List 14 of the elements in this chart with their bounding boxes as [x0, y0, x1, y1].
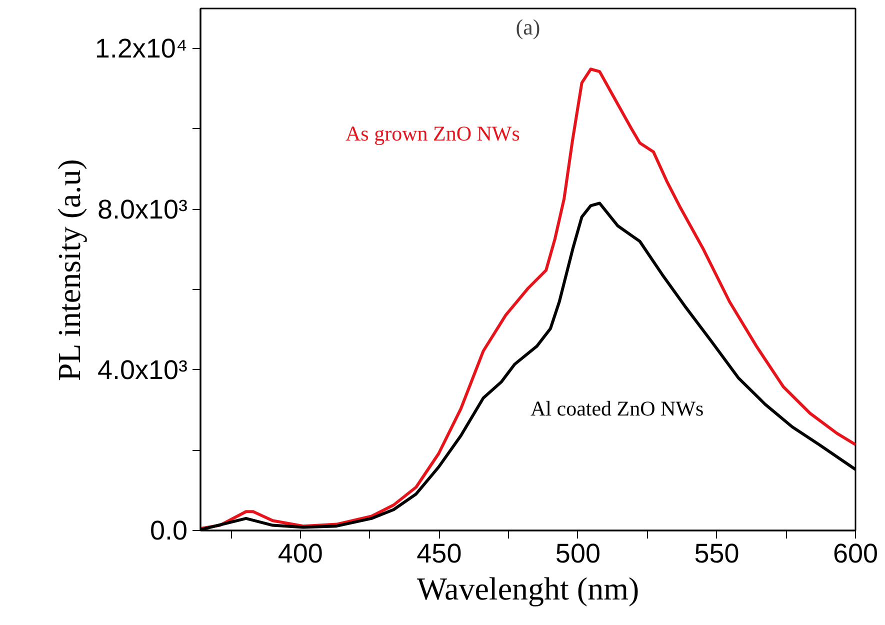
chart-title: (a) [516, 14, 540, 40]
y-tick-label: 1.2x10⁴ [94, 34, 188, 64]
series-label: Al coated ZnO NWs [530, 396, 704, 420]
x-tick-label: 550 [694, 538, 740, 568]
x-tick-label: 450 [416, 538, 462, 568]
x-tick-label: 400 [278, 538, 323, 568]
y-axis-title: PL intensity (a.u) [50, 159, 87, 382]
y-tick-label: 0.0 [150, 516, 188, 546]
y-tick-label: 8.0x10³ [97, 194, 188, 224]
y-tick-label: 4.0x10³ [97, 354, 188, 385]
x-tick-label: 600 [832, 538, 878, 568]
text: As grown ZnO NWs [346, 122, 520, 146]
x-axis-title: Wavelenght (nm) [416, 570, 640, 606]
x-tick-label: 500 [555, 538, 600, 568]
